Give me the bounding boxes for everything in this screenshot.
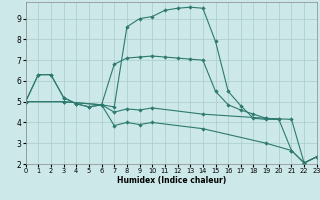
X-axis label: Humidex (Indice chaleur): Humidex (Indice chaleur): [116, 176, 226, 185]
